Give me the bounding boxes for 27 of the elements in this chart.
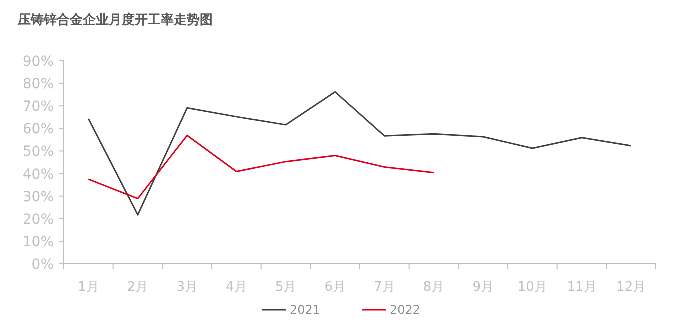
y-tick-label: 50% bbox=[22, 144, 54, 160]
y-tick-label: 90% bbox=[22, 54, 54, 70]
y-tick-label: 80% bbox=[22, 76, 54, 93]
line-series bbox=[88, 91, 632, 216]
x-tick-label: 4月 bbox=[226, 280, 248, 295]
x-tick-label: 11月 bbox=[567, 280, 597, 295]
x-tick-label: 1月 bbox=[78, 280, 100, 295]
x-tick-label: 6月 bbox=[324, 280, 346, 295]
y-tick-label: 30% bbox=[22, 189, 54, 206]
x-tick-label: 7月 bbox=[374, 280, 396, 295]
y-tick-label: 70% bbox=[22, 99, 54, 116]
x-tick-label: 10月 bbox=[518, 280, 548, 295]
x-tick-label: 12月 bbox=[616, 280, 646, 295]
chart-title: 压铸锌合金企业月度开工率走势图 bbox=[17, 12, 213, 28]
y-tick-label: 0% bbox=[32, 257, 54, 273]
x-tick-label: 5月 bbox=[275, 280, 297, 295]
x-tick-label: 9月 bbox=[472, 280, 494, 295]
y-tick-label: 20% bbox=[22, 212, 54, 228]
x-tick-label: 3月 bbox=[176, 280, 198, 295]
x-tick-label: 8月 bbox=[423, 280, 445, 295]
line-series bbox=[88, 134, 435, 200]
y-tick-label: 60% bbox=[22, 122, 54, 138]
legend-label: 2021 bbox=[290, 303, 321, 317]
x-tick-label: 2月 bbox=[127, 280, 149, 295]
y-tick-label: 10% bbox=[22, 234, 54, 250]
legend-label: 2022 bbox=[390, 303, 421, 317]
y-tick-label: 40% bbox=[22, 166, 54, 183]
